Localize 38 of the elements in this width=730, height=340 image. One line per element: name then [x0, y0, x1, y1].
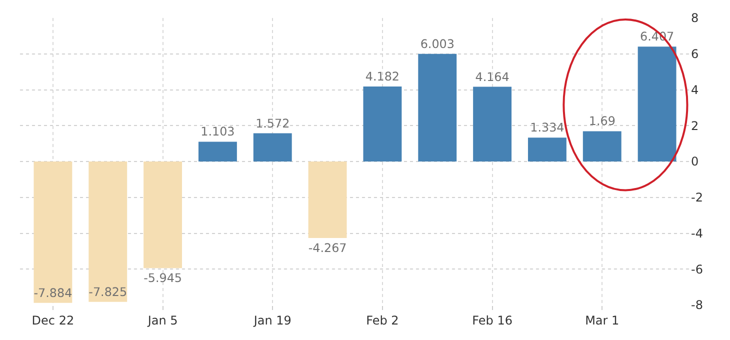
bar: [198, 142, 237, 162]
y-tick-label: 2: [691, 118, 699, 133]
data-label: -7.825: [88, 284, 128, 299]
y-tick-label: 6: [691, 47, 699, 62]
bar: [308, 162, 347, 238]
y-tick-label: 4: [691, 82, 699, 97]
y-tick-label: 8: [691, 11, 699, 26]
y-tick-label: 0: [691, 154, 699, 169]
bar: [144, 162, 182, 268]
x-tick-label: Jan 19: [252, 313, 292, 328]
data-label: 1.69: [588, 114, 616, 128]
bar: [638, 46, 676, 162]
data-label: -4.267: [308, 240, 347, 255]
data-label: 6.003: [420, 36, 454, 51]
y-tick-label: -6: [691, 262, 703, 276]
data-label: 1.103: [200, 124, 235, 139]
bar: [34, 162, 72, 303]
bar: [253, 133, 292, 162]
x-tick-label: Feb 2: [366, 313, 399, 328]
x-tick-label: Jan 5: [146, 313, 178, 328]
data-label: -5.945: [144, 271, 182, 286]
y-tick-label: -4: [691, 226, 703, 240]
bar: [582, 131, 622, 162]
x-tick-label: Mar 1: [585, 313, 620, 328]
data-label: -7.884: [34, 286, 72, 300]
bar: [88, 162, 128, 302]
data-label: 1.334: [530, 120, 564, 135]
x-tick-label: Dec 22: [32, 313, 74, 328]
y-tick-label: -8: [691, 298, 703, 312]
y-tick-label: -2: [691, 190, 703, 205]
bar: [528, 138, 566, 162]
data-label: 4.164: [475, 70, 510, 84]
bar: [473, 86, 512, 162]
bar: [418, 54, 457, 162]
bar: [363, 86, 402, 162]
data-label: 4.182: [365, 70, 400, 84]
data-label: 1.572: [256, 116, 290, 130]
x-tick-label: Feb 16: [472, 313, 512, 328]
